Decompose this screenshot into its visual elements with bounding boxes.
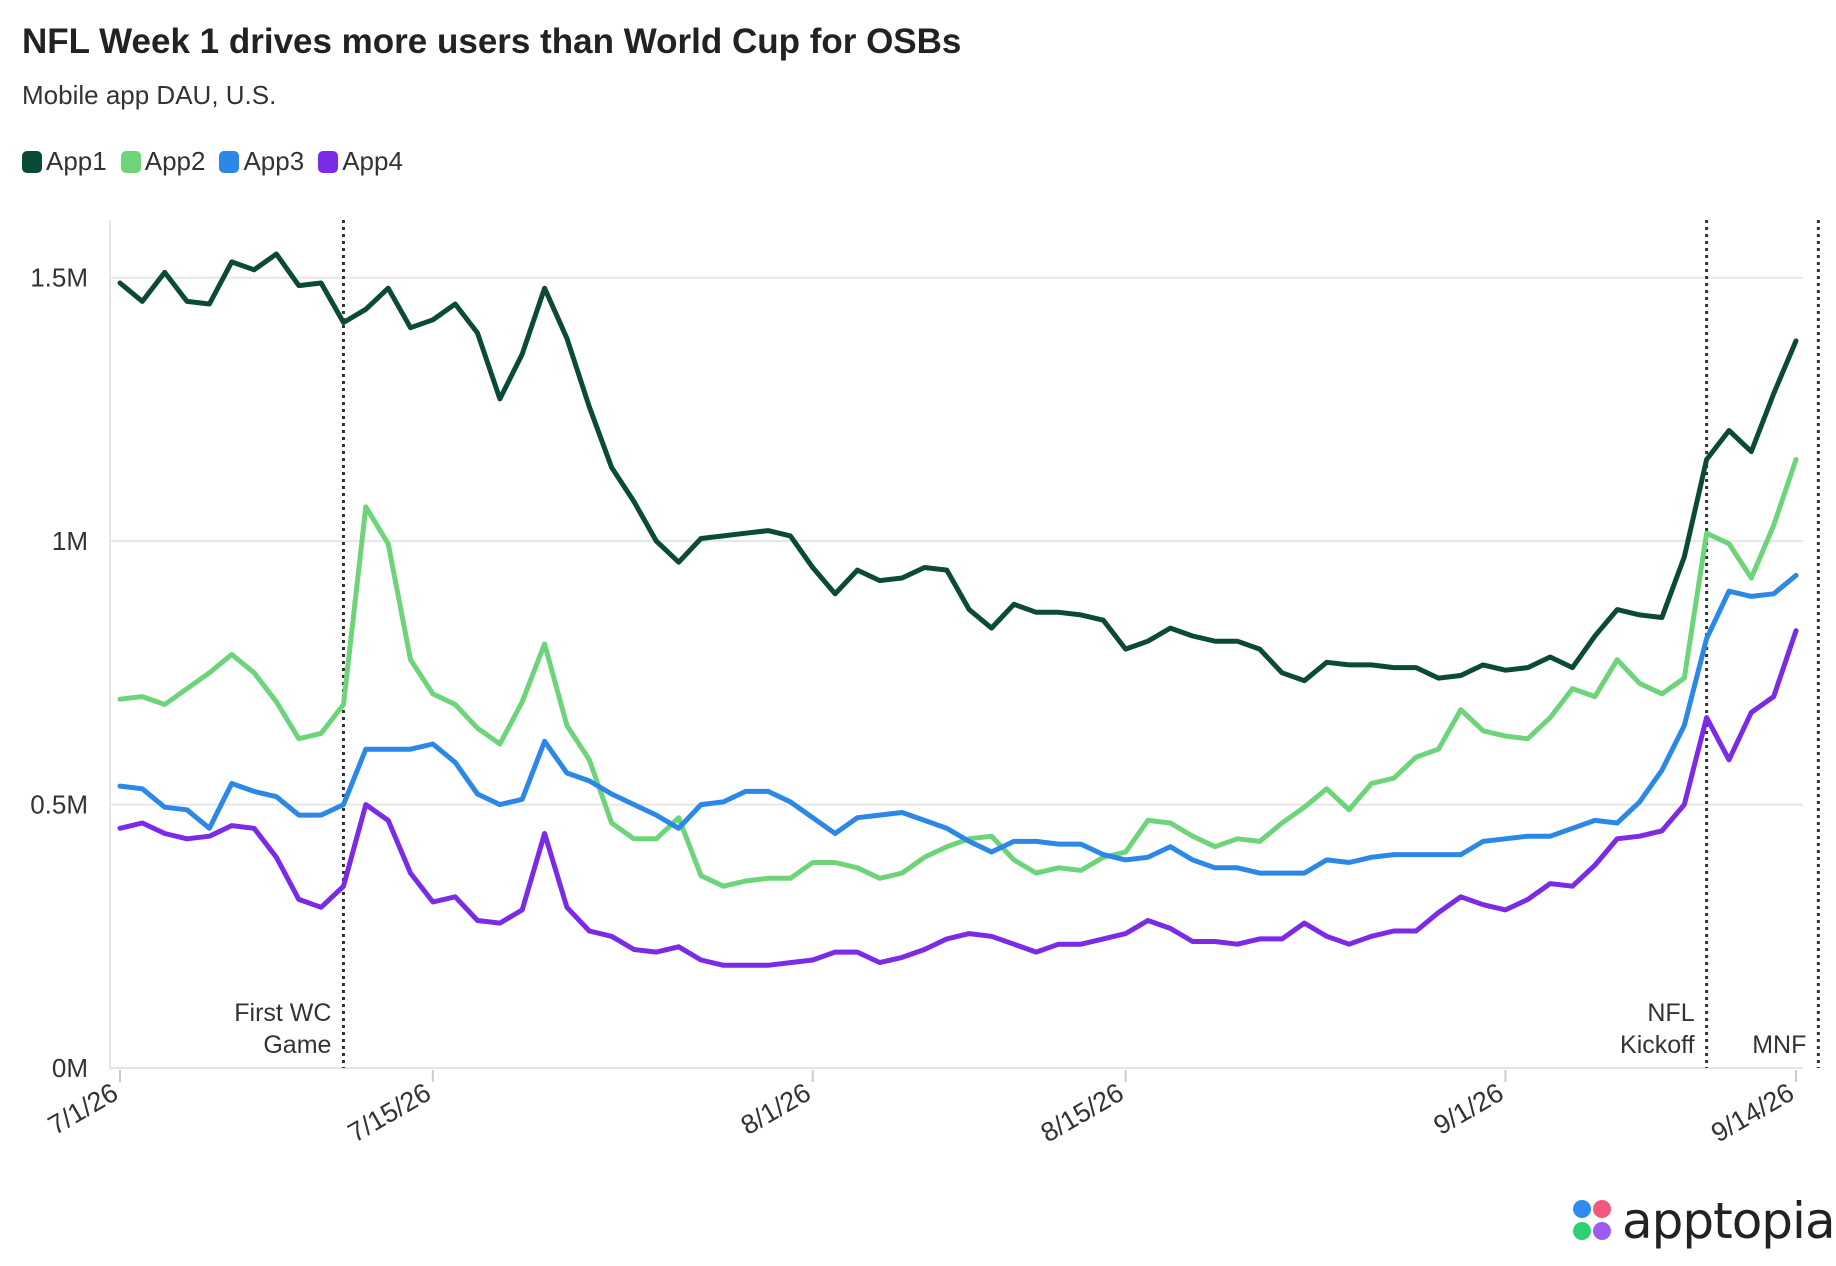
- legend-label-app2: App2: [144, 146, 206, 176]
- apptopia-logo-text: apptopia: [1622, 1192, 1836, 1250]
- legend-item-app4[interactable]: App4: [318, 146, 403, 177]
- x-tick-label: 8/1/26: [736, 1077, 816, 1141]
- series-line-app1: [117, 251, 1799, 684]
- y-tick-label: 0.5M: [30, 790, 88, 820]
- annotation-label: NFL: [1647, 999, 1694, 1027]
- y-tick-label: 1M: [52, 526, 88, 556]
- legend-swatch-app3: [219, 150, 240, 173]
- legend-item-app1[interactable]: App1: [22, 146, 107, 177]
- legend-swatch-app2: [120, 150, 141, 173]
- x-tick-label: 7/15/26: [343, 1077, 436, 1148]
- legend: App1 App2 App3 App4: [22, 146, 403, 177]
- annotation-label: MNF: [1752, 1031, 1806, 1059]
- y-tick-label: 1.5M: [30, 263, 88, 293]
- line-chart: 0M 0.5M 1M 1.5M 7/1/26 7/15/26 8/1/26 8/15/26 9/…: [30, 220, 1820, 1148]
- annotation-label: Kickoff: [1620, 1031, 1695, 1059]
- legend-item-app3[interactable]: App3: [219, 146, 304, 177]
- legend-swatch-app4: [318, 150, 339, 173]
- annotation-label: Game: [263, 1031, 331, 1059]
- chart-title: NFL Week 1 drives more users than World …: [22, 22, 962, 61]
- x-tick-label: 9/1/26: [1428, 1077, 1508, 1141]
- apptopia-logo: apptopia: [1572, 1192, 1836, 1250]
- legend-label-app1: App1: [46, 146, 107, 176]
- legend-item-app2[interactable]: App2: [120, 146, 206, 177]
- apptopia-logo-icon: [1573, 1200, 1611, 1240]
- y-tick-label: 0M: [52, 1053, 88, 1083]
- x-tick-label: 8/15/26: [1036, 1077, 1129, 1148]
- legend-swatch-app1: [22, 150, 42, 173]
- legend-label-app3: App3: [243, 146, 305, 176]
- chart-subtitle: Mobile app DAU, U.S.: [22, 80, 277, 110]
- series-line-app4: [117, 628, 1799, 968]
- annotation-label: First WC: [234, 999, 331, 1027]
- legend-label-app4: App4: [342, 146, 403, 176]
- series-line-app3: [117, 572, 1799, 876]
- x-tick-label: 7/1/26: [43, 1077, 123, 1141]
- x-tick-label: 9/14/26: [1706, 1077, 1799, 1148]
- series-line-app2: [117, 457, 1799, 889]
